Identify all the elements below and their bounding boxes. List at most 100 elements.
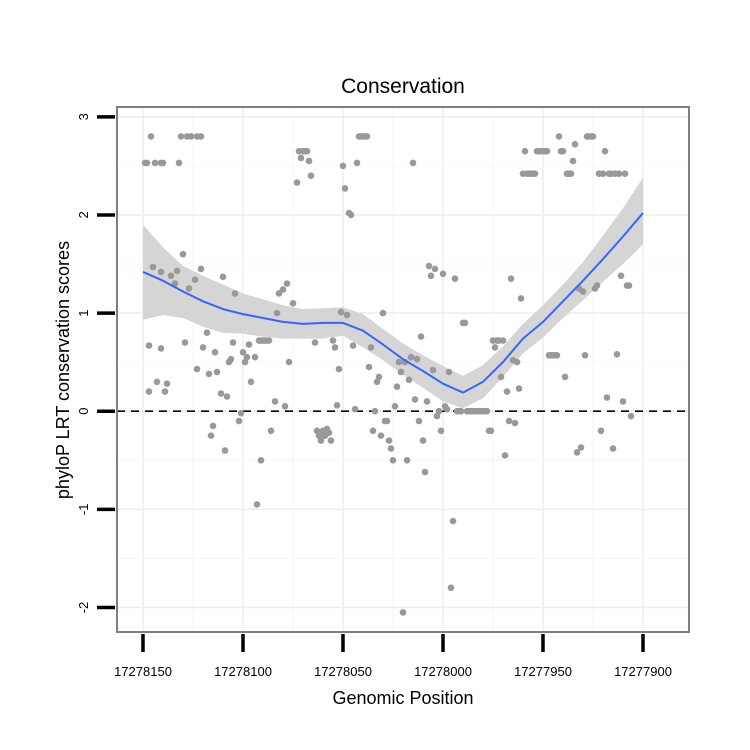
data-point: [281, 403, 289, 410]
data-point: [593, 282, 601, 289]
data-point: [347, 211, 355, 219]
data-point: [553, 352, 561, 359]
data-point: [237, 409, 245, 417]
data-point: [339, 162, 347, 170]
data-point: [185, 285, 193, 292]
data-point: [147, 133, 155, 140]
data-point: [435, 407, 443, 415]
data-point: [217, 390, 225, 397]
data-point: [325, 429, 333, 437]
data-point: [289, 300, 297, 307]
data-point: [145, 342, 153, 349]
data-point: [419, 437, 427, 444]
confidence-band-layer: [143, 177, 643, 409]
data-point: [581, 352, 589, 359]
data-point: [619, 398, 627, 405]
data-point: [157, 345, 165, 352]
data-point: [329, 337, 337, 344]
data-point: [431, 265, 439, 273]
data-point: [625, 282, 633, 289]
data-point: [149, 263, 157, 271]
data-point: [303, 147, 311, 155]
data-point: [397, 368, 405, 376]
y-tick-label: 3: [76, 113, 91, 120]
data-point: [341, 185, 349, 192]
data-point: [205, 370, 213, 378]
data-point: [515, 385, 523, 392]
data-point: [573, 449, 581, 456]
data-point: [191, 276, 199, 284]
data-point: [153, 378, 161, 386]
data-point: [613, 351, 621, 358]
data-point: [239, 349, 247, 356]
data-point: [603, 394, 611, 401]
data-point: [143, 159, 151, 167]
data-point: [543, 147, 551, 155]
data-point: [209, 422, 217, 430]
data-point: [371, 407, 379, 415]
x-tick-label: 17278050: [314, 664, 372, 679]
data-point: [349, 342, 357, 349]
data-point: [555, 133, 563, 140]
data-point: [379, 309, 387, 317]
data-point: [235, 417, 243, 425]
data-point: [305, 157, 313, 165]
data-point: [187, 133, 195, 140]
data-point: [511, 419, 519, 427]
data-point: [429, 366, 437, 374]
data-point: [203, 329, 211, 337]
data-point: [197, 265, 205, 273]
data-point: [219, 273, 227, 281]
data-point: [621, 170, 629, 177]
x-tick-label: 17278000: [414, 664, 472, 679]
data-point: [353, 159, 361, 167]
data-point: [363, 133, 371, 140]
data-point: [335, 365, 343, 373]
data-points: [141, 133, 635, 616]
data-point: [199, 344, 207, 351]
data-point: [499, 337, 507, 344]
data-point: [403, 457, 411, 464]
data-point: [365, 363, 373, 371]
data-point: [231, 290, 239, 297]
data-point: [273, 309, 281, 317]
data-point: [483, 407, 491, 415]
data-point: [567, 170, 575, 177]
data-point: [333, 402, 341, 409]
data-point: [173, 267, 181, 275]
data-point: [197, 133, 205, 140]
data-point: [521, 147, 529, 155]
data-point: [193, 365, 201, 373]
data-point: [285, 358, 293, 366]
data-point: [227, 355, 235, 363]
data-point: [415, 417, 423, 425]
data-point: [145, 388, 153, 395]
data-point: [181, 339, 189, 346]
x-tick-label: 17278150: [114, 664, 172, 679]
data-point: [243, 353, 251, 361]
data-point: [425, 262, 433, 270]
data-point: [457, 407, 465, 415]
data-point: [599, 170, 607, 177]
smooth-line-layer: [142, 212, 644, 394]
data-point: [617, 272, 625, 280]
data-point: [439, 270, 447, 278]
y-axis-label: phyloP LRT conservation scores: [53, 241, 73, 499]
data-point: [265, 337, 273, 344]
data-point: [297, 154, 305, 162]
data-point: [151, 159, 159, 167]
data-point: [507, 275, 515, 283]
data-point: [167, 272, 175, 280]
data-point: [405, 376, 413, 384]
data-point: [517, 295, 525, 302]
data-point: [451, 275, 459, 283]
data-point: [389, 457, 397, 464]
data-point: [609, 445, 617, 452]
data-point: [307, 172, 315, 179]
data-point: [221, 447, 229, 454]
data-point: [487, 427, 495, 435]
data-point: [413, 355, 421, 363]
x-tick-label: 17277900: [614, 664, 672, 679]
data-point: [531, 170, 539, 177]
data-point: [159, 159, 167, 167]
